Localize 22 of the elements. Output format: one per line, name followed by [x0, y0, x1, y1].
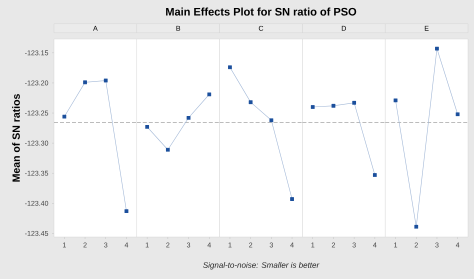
point: [83, 80, 87, 84]
point: [269, 118, 274, 122]
point: [124, 209, 128, 214]
point: [228, 65, 232, 70]
point: [352, 100, 356, 105]
point: [62, 114, 66, 119]
point: [456, 112, 460, 116]
point: [332, 104, 336, 108]
point: [207, 92, 212, 96]
text: Main Effects Plot for SN ratio of PSO: [166, 8, 356, 16]
y-axis-title: Mean of SN ratios: [12, 94, 20, 182]
point: [145, 124, 150, 129]
point: [372, 173, 377, 177]
point: [435, 46, 439, 51]
point: [104, 78, 108, 82]
point: [290, 197, 294, 201]
text: Signal-to-noise: Smaller is better: [203, 262, 320, 270]
point: [394, 98, 398, 102]
point: [186, 116, 190, 120]
point: [166, 148, 170, 152]
point: [248, 100, 253, 104]
point: [310, 105, 315, 109]
